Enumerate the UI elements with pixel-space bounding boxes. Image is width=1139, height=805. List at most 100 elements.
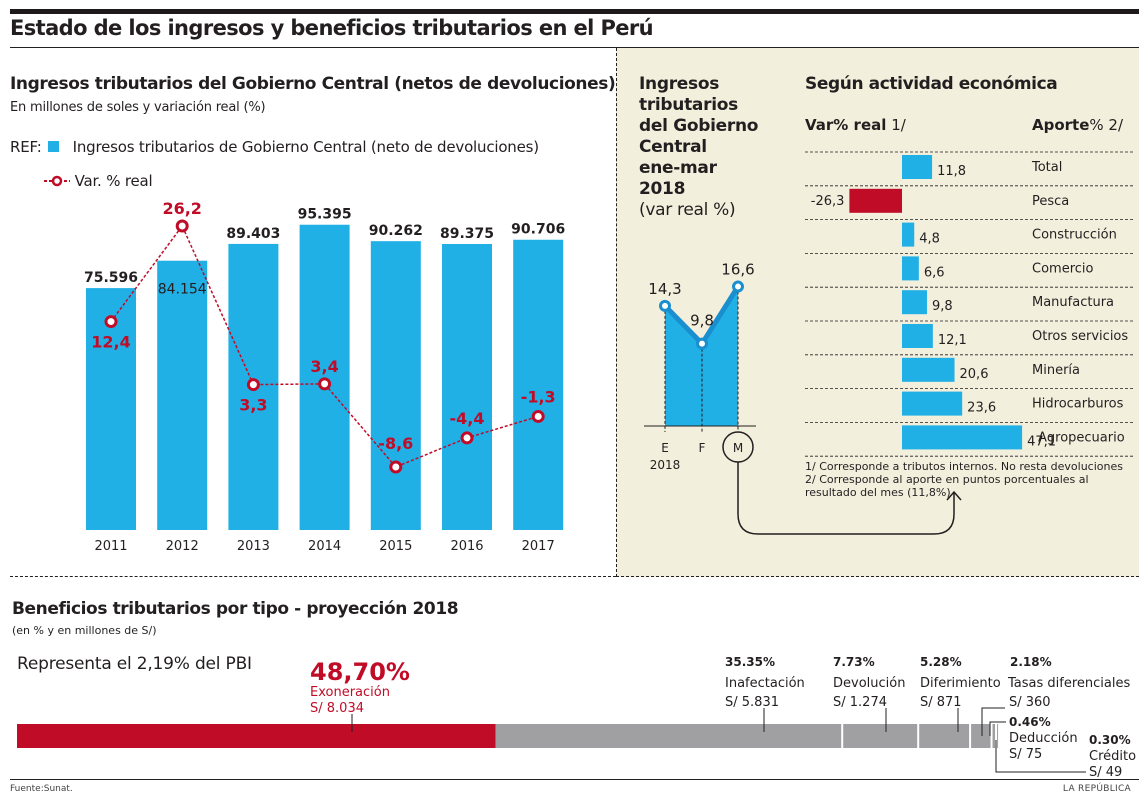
var-label: 3,4 <box>310 357 338 376</box>
monthly-title-line: tributarios <box>639 95 738 115</box>
col-aporte-label: Aporte <box>1032 116 1090 134</box>
pct-label: 0.30% <box>1089 733 1131 747</box>
segment-Exoneración <box>17 724 496 748</box>
activity-bar-Manufactura <box>902 290 927 315</box>
pct-label: 0.46% <box>1009 715 1051 729</box>
activity-title: Según actividad económica <box>805 74 1058 94</box>
leader-line <box>981 707 1005 736</box>
var-point <box>531 409 545 423</box>
monthly-x-label: E <box>661 441 669 455</box>
x-tick-label: 2015 <box>379 539 412 554</box>
activity-category-label: Minería <box>1032 363 1080 378</box>
pct-label: 35.35% <box>725 655 775 669</box>
category-label: Crédito <box>1089 749 1136 764</box>
note-1: 1/ Corresponde a tributos internos. No r… <box>805 460 1123 473</box>
bar-value-label: 84.154 <box>158 282 207 298</box>
category-label: Deducción <box>1009 731 1078 746</box>
right-panel <box>616 48 1139 577</box>
col-var-label: Var% real <box>805 116 887 134</box>
monthly-point <box>659 299 671 312</box>
amount-label: S/ 49 <box>1089 765 1122 780</box>
monthly-year-label: 2018 <box>650 458 681 472</box>
var-point <box>389 460 403 474</box>
category-label: Tasas diferenciales <box>1007 676 1130 691</box>
bar-value-label: 95.395 <box>298 207 352 223</box>
var-point <box>175 219 189 233</box>
amount-label: S/ 75 <box>1009 747 1042 762</box>
segment-Crédito <box>997 724 999 748</box>
x-tick-label: 2016 <box>450 539 483 554</box>
arrow-head-icon <box>946 490 962 501</box>
var-label: -8,6 <box>378 434 413 453</box>
bar-2014 <box>299 224 350 530</box>
bar-2016 <box>442 244 492 530</box>
category-label: Devolución <box>833 676 905 691</box>
x-tick-label: 2012 <box>166 539 199 554</box>
activity-value-label: 11,8 <box>937 164 966 179</box>
section-divider <box>10 576 616 577</box>
segment-Tasas diferenciales <box>971 724 991 748</box>
title-rule <box>10 47 1139 48</box>
monthly-value-label: 16,6 <box>721 261 754 279</box>
activity-value-label: 6,6 <box>924 265 945 280</box>
brand-logo: LA REPÚBLICA <box>1062 784 1131 794</box>
activity-value-label: 4,8 <box>919 232 940 247</box>
source-note: Fuente:Sunat. <box>10 784 73 794</box>
bar-2017 <box>513 239 564 531</box>
pct-label: 2.18% <box>1010 655 1052 669</box>
x-tick-label: 2011 <box>94 539 127 554</box>
legend-ref-label: REF: <box>10 138 42 156</box>
var-point <box>246 378 260 392</box>
activity-bar-Agropecuario <box>902 425 1023 450</box>
activity-bar-Construcción <box>902 222 915 247</box>
amount-label: S/ 5.831 <box>725 695 779 710</box>
bar-value-label: 75.596 <box>84 270 138 286</box>
bar-2011 <box>86 288 136 530</box>
amount-label: S/ 1.274 <box>833 695 887 710</box>
segment-Inafectación <box>495 724 842 748</box>
legend-line-marker-icon <box>44 175 70 187</box>
amount-label: S/ 360 <box>1009 695 1051 710</box>
bar-2012 <box>157 260 208 530</box>
activity-category-label: Manufactura <box>1032 295 1114 310</box>
connector-arrow <box>737 462 955 535</box>
page-title: Estado de los ingresos y beneficios trib… <box>10 16 654 40</box>
legend-line-label: Var. % real <box>74 172 153 190</box>
pct-label: 7.73% <box>833 655 875 669</box>
monthly-area-chart: 14,3 9,8 16,6 E F M 2018 <box>644 261 962 535</box>
activity-category-label: Agropecuario <box>1038 430 1125 445</box>
amount-label-exoneracion: S/ 8.034 <box>310 701 364 716</box>
income-bar-chart: 2011 75.596 2012 84.154 2013 89.403 2014 95.395… <box>84 199 565 554</box>
col-aporte-note: % 2/ <box>1089 116 1124 134</box>
activity-category-label: Hidrocarburos <box>1032 397 1124 412</box>
x-tick-label: 2017 <box>522 539 555 554</box>
amount-label: S/ 871 <box>920 695 962 710</box>
left-chart-title: Ingresos tributarios del Gobierno Centra… <box>10 74 616 94</box>
monthly-title-units: (var real %) <box>639 200 736 220</box>
bar-2015 <box>370 241 421 530</box>
activity-value-label: 9,8 <box>932 299 953 314</box>
note-2: 2/ Corresponde al aporte en puntos porce… <box>805 473 1089 499</box>
activity-bar-Total <box>902 155 933 179</box>
monthly-x-label: F <box>699 441 706 455</box>
monthly-title-line: del Gobierno <box>639 116 759 136</box>
leader-line <box>995 740 1086 773</box>
activity-value-label: 47,1 <box>1027 434 1056 449</box>
segment-Devolución <box>843 724 918 748</box>
monthly-value-label: 14,3 <box>648 280 681 298</box>
activity-value-label: 12,1 <box>938 333 967 348</box>
var-point <box>104 315 118 329</box>
var-label: -1,3 <box>521 387 556 406</box>
pct-label: 5.28% <box>920 655 962 669</box>
activity-bar-Hidrocarburos <box>902 391 963 416</box>
footer-rule <box>10 779 1139 780</box>
bar-value-label: 89.403 <box>226 226 280 242</box>
segment-Diferimiento <box>919 724 970 748</box>
category-label: Inafectación <box>725 676 805 691</box>
monthly-title-line: ene-mar <box>639 158 717 178</box>
activity-category-label: Otros servicios <box>1032 329 1128 344</box>
legend-line: Var. % real <box>44 172 153 190</box>
monthly-x-label: M <box>733 441 743 455</box>
activity-category-label: Total <box>1031 160 1062 175</box>
